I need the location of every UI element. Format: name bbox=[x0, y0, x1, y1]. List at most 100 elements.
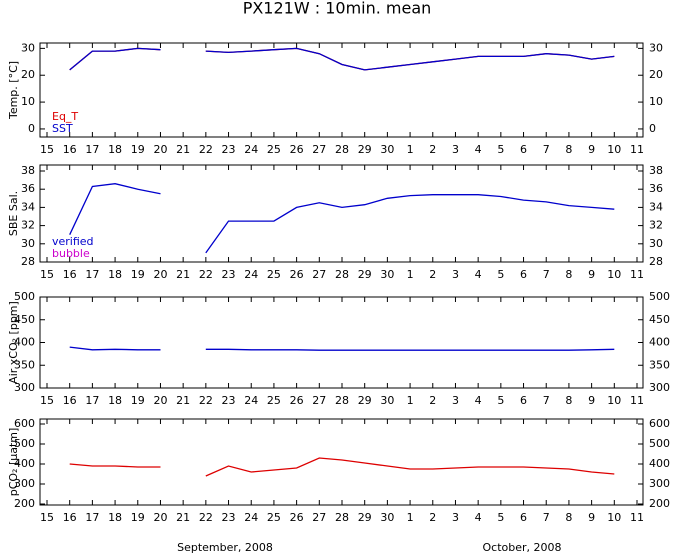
x-tick-label: 22 bbox=[199, 511, 213, 524]
x-tick-label: 9 bbox=[588, 511, 595, 524]
x-tick-label: 25 bbox=[267, 268, 281, 281]
y-tick-label: 30 bbox=[649, 237, 663, 250]
x-tick-label: 21 bbox=[176, 268, 190, 281]
x-tick-label: 30 bbox=[380, 394, 394, 407]
y-tick-label: 0 bbox=[28, 122, 35, 135]
y-tick-label: 400 bbox=[14, 457, 35, 470]
x-tick-label: 16 bbox=[63, 394, 77, 407]
x-tick-label: 1 bbox=[407, 511, 414, 524]
x-tick-label: 10 bbox=[607, 394, 621, 407]
x-tick-label: 9 bbox=[588, 143, 595, 156]
y-tick-label: 20 bbox=[649, 68, 663, 81]
x-tick-label: 5 bbox=[497, 268, 504, 281]
legend-entry: Eq_T bbox=[52, 110, 78, 123]
x-tick-label: 23 bbox=[222, 394, 236, 407]
x-tick-label: 3 bbox=[452, 511, 459, 524]
y-tick-label: 38 bbox=[649, 164, 663, 177]
y-tick-label: 400 bbox=[14, 336, 35, 349]
x-tick-label: 26 bbox=[290, 268, 304, 281]
y-tick-label: 600 bbox=[649, 417, 670, 430]
x-tick-label: 24 bbox=[244, 268, 258, 281]
x-tick-label: 28 bbox=[335, 511, 349, 524]
x-tick-label: 27 bbox=[312, 511, 326, 524]
x-tick-label: 3 bbox=[452, 143, 459, 156]
y-tick-label: 350 bbox=[649, 358, 670, 371]
x-tick-label: 20 bbox=[153, 268, 167, 281]
x-tick-label: 4 bbox=[475, 268, 482, 281]
x-tick-label: 19 bbox=[131, 394, 145, 407]
legend-entry: bubble bbox=[52, 247, 90, 260]
y-tick-label: 10 bbox=[649, 95, 663, 108]
x-tick-label: 20 bbox=[153, 511, 167, 524]
x-tick-label: 29 bbox=[358, 143, 372, 156]
y-tick-label: 350 bbox=[14, 358, 35, 371]
x-tick-label: 25 bbox=[267, 143, 281, 156]
y-tick-label: 450 bbox=[14, 313, 35, 326]
x-tick-label: 30 bbox=[380, 511, 394, 524]
data-line bbox=[69, 183, 615, 254]
x-tick-label: 19 bbox=[131, 143, 145, 156]
x-tick-label: 11 bbox=[630, 511, 644, 524]
y-tick-label: 34 bbox=[649, 200, 663, 213]
y-tick-label: 20 bbox=[21, 68, 35, 81]
x-tick-label: 15 bbox=[40, 394, 54, 407]
x-tick-label: 15 bbox=[40, 143, 54, 156]
x-tick-label: 7 bbox=[543, 394, 550, 407]
x-tick-label: 27 bbox=[312, 143, 326, 156]
x-tick-label: 10 bbox=[607, 268, 621, 281]
data-line bbox=[69, 457, 615, 477]
x-tick-label: 2 bbox=[429, 394, 436, 407]
y-tick-label: 28 bbox=[649, 255, 663, 268]
x-tick-label: 18 bbox=[108, 511, 122, 524]
x-tick-label: 18 bbox=[108, 143, 122, 156]
y-tick-label: 300 bbox=[14, 477, 35, 490]
plot-frame bbox=[39, 164, 644, 263]
legend-entry: verified bbox=[52, 235, 94, 248]
x-tick-label: 24 bbox=[244, 394, 258, 407]
x-tick-label: 29 bbox=[358, 394, 372, 407]
x-tick-label: 18 bbox=[108, 394, 122, 407]
x-tick-label: 16 bbox=[63, 268, 77, 281]
x-tick-label: 4 bbox=[475, 511, 482, 524]
x-tick-label: 28 bbox=[335, 268, 349, 281]
x-tick-label: 23 bbox=[222, 143, 236, 156]
y-axis-label: SBE Sal. bbox=[7, 191, 20, 236]
x-tick-label: 19 bbox=[131, 511, 145, 524]
x-tick-label: 6 bbox=[520, 268, 527, 281]
y-axis-label: pCO₂ [μatm] bbox=[7, 428, 20, 497]
x-tick-label: 6 bbox=[520, 143, 527, 156]
x-tick-label: 4 bbox=[475, 394, 482, 407]
x-tick-label: 16 bbox=[63, 511, 77, 524]
x-tick-label: 28 bbox=[335, 143, 349, 156]
x-tick-label: 5 bbox=[497, 511, 504, 524]
x-tick-label: 15 bbox=[40, 268, 54, 281]
y-tick-label: 10 bbox=[21, 95, 35, 108]
y-tick-label: 30 bbox=[649, 41, 663, 54]
x-tick-label: 24 bbox=[244, 511, 258, 524]
y-tick-label: 36 bbox=[21, 182, 35, 195]
data-line bbox=[69, 47, 615, 71]
x-tick-label: 23 bbox=[222, 268, 236, 281]
x-tick-label: 10 bbox=[607, 143, 621, 156]
x-tick-label: 2 bbox=[429, 143, 436, 156]
y-tick-label: 500 bbox=[14, 290, 35, 303]
x-tick-label: 19 bbox=[131, 268, 145, 281]
x-tick-label: 11 bbox=[630, 143, 644, 156]
x-tick-label: 17 bbox=[85, 268, 99, 281]
x-tick-label: 3 bbox=[452, 394, 459, 407]
x-tick-label: 2 bbox=[429, 511, 436, 524]
x-tick-label: 1 bbox=[407, 143, 414, 156]
y-tick-label: 200 bbox=[649, 497, 670, 510]
x-tick-label: 10 bbox=[607, 511, 621, 524]
y-tick-label: 200 bbox=[14, 497, 35, 510]
x-tick-label: 5 bbox=[497, 394, 504, 407]
x-tick-label: 18 bbox=[108, 268, 122, 281]
plot-frame bbox=[39, 42, 644, 138]
x-tick-label: 20 bbox=[153, 143, 167, 156]
y-tick-label: 300 bbox=[649, 477, 670, 490]
legend-entry: SST bbox=[52, 122, 73, 135]
x-tick-label: 30 bbox=[380, 143, 394, 156]
x-tick-label: 1 bbox=[407, 394, 414, 407]
x-tick-label: 7 bbox=[543, 143, 550, 156]
x-tick-label: 25 bbox=[267, 394, 281, 407]
